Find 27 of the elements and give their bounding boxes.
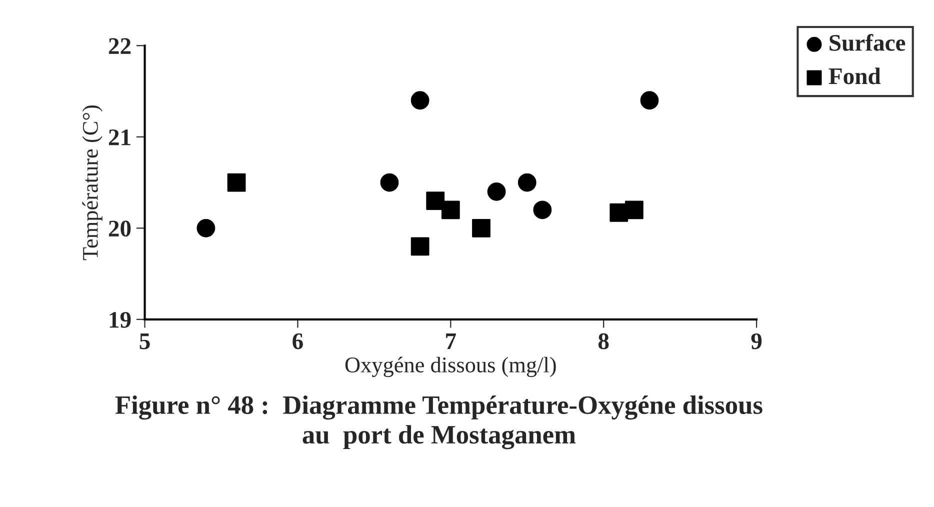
y-tick-label: 21 — [108, 129, 130, 146]
point — [533, 200, 552, 220]
legend-label: Fond — [828, 68, 881, 84]
x-tick-label: 7 — [446, 334, 456, 349]
y-axis-title: Température (C°) — [82, 105, 102, 260]
y-tick-label: 20 — [108, 220, 131, 237]
point — [518, 173, 536, 192]
legend-label: Surface — [830, 34, 906, 51]
point — [410, 237, 430, 256]
point — [380, 173, 399, 192]
point — [410, 91, 430, 110]
point — [472, 218, 490, 238]
point — [227, 173, 246, 192]
point — [441, 200, 460, 220]
point — [487, 182, 506, 201]
x-tick-label: 9 — [751, 333, 762, 350]
x-tick-label: 8 — [598, 333, 609, 350]
x-tick-label: 6 — [292, 333, 303, 350]
point — [624, 200, 644, 220]
point — [426, 192, 445, 210]
x-axis-title: Oxygéne dissous (mg/l) — [345, 356, 556, 378]
point — [640, 91, 659, 110]
x-tick-label: 5 — [140, 334, 150, 350]
text: Figure n° 48 : Diagramme Température-Oxygéne dissous au port de Mostaganem — [115, 395, 762, 450]
y-tick-label: 19 — [110, 312, 131, 328]
y-tick-label: 22 — [108, 38, 131, 54]
point — [196, 218, 216, 238]
